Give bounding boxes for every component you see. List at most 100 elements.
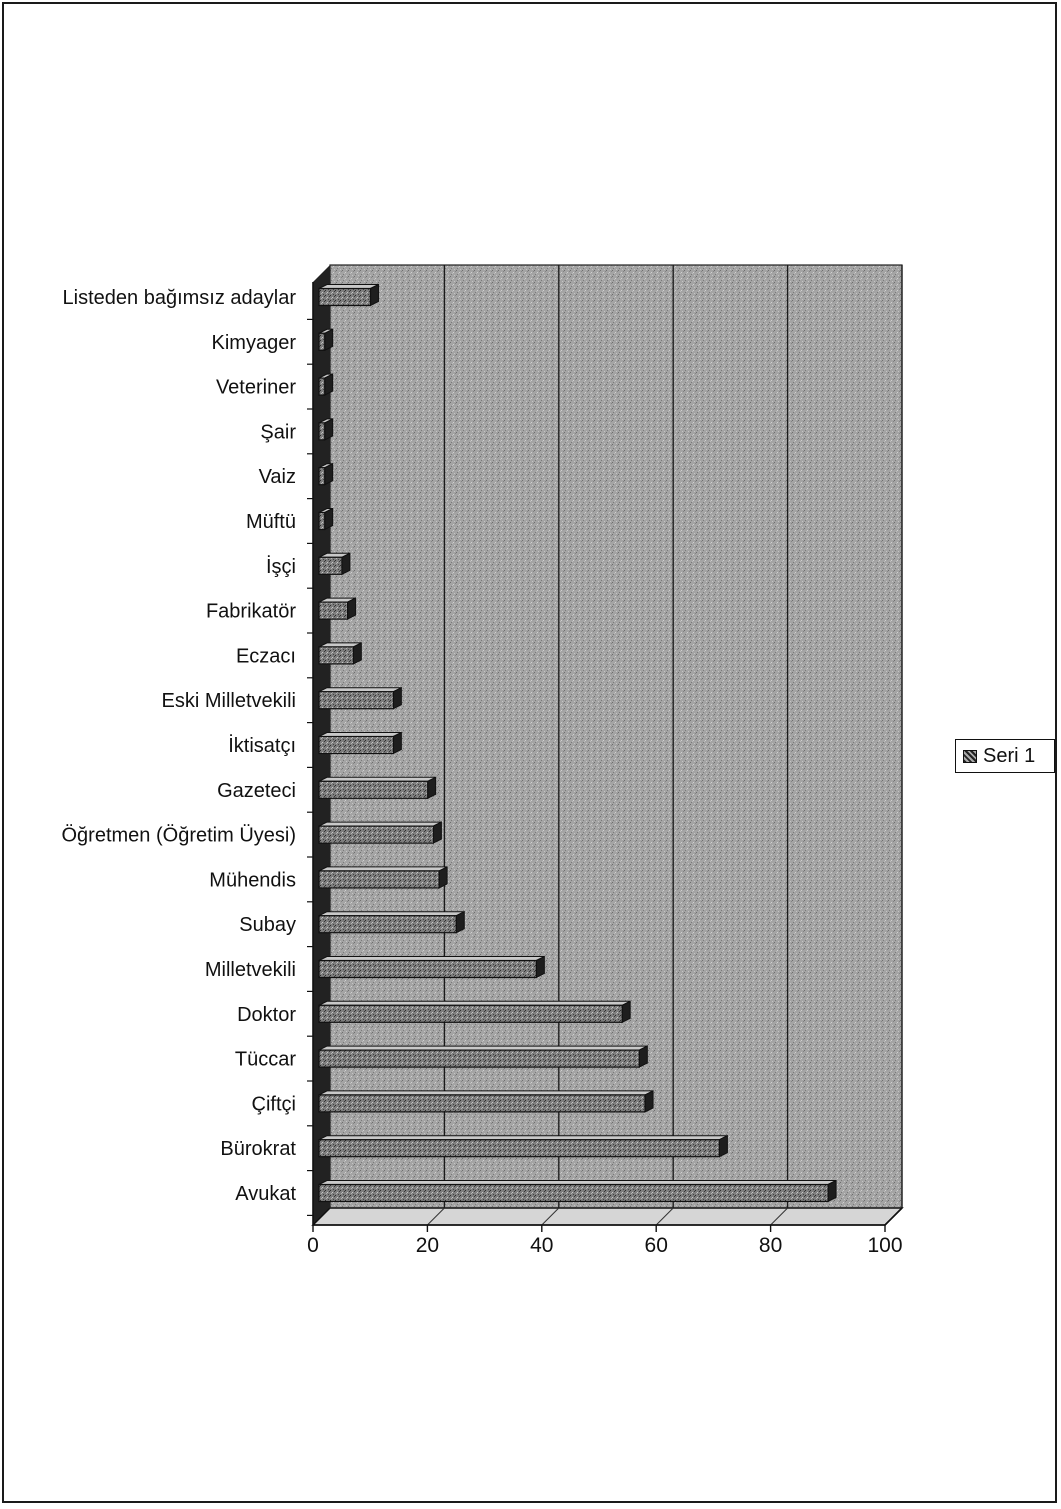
category-labels: Avukat Bürokrat Çiftçi Tüccar Doktor Milletve… [62,287,297,1205]
legend-label: Seri 1 [983,744,1036,767]
legend: Seri 1 [955,739,1055,773]
bar-front [318,691,394,710]
category-label: Gazeteci [217,780,296,802]
category-label: Tüccar [235,1049,296,1071]
x-axis-end [884,1207,903,1226]
gridline-floor [770,1207,788,1226]
bar-end [324,373,334,396]
bar [318,552,351,576]
category-label: Subay [239,914,296,936]
category-label: Çiftçi [252,1093,296,1115]
category-label: Eski Milletvekili [162,690,296,712]
category-label: Eczacı [236,645,296,667]
bar-front [318,467,326,486]
floor [311,1207,904,1226]
x-tick-label: 100 [867,1234,902,1257]
bar-end [535,955,545,979]
bar-front [318,870,440,889]
category-label: Listeden bağımsız adaylar [63,287,297,309]
bar-end [392,686,402,710]
bar-front [318,915,457,934]
bar-end [341,552,351,576]
bar-end [438,866,448,889]
x-tick-label: 20 [416,1234,439,1257]
bar-end [427,776,437,800]
bar-front [318,1094,646,1113]
bar-front [318,1183,829,1203]
bar-front [318,780,429,799]
bar [318,1134,728,1158]
category-label: Bürokrat [220,1138,296,1160]
bar [318,328,334,352]
gridline-floor [541,1207,560,1226]
bar [318,642,362,665]
bar [318,731,402,755]
bar-end [324,328,334,352]
bars [318,283,837,1203]
bar [318,597,357,620]
category-label: İktisatçı [228,734,296,757]
bar [318,776,437,800]
category-label: Müftü [246,511,296,533]
x-tick-labels: 0 20 40 60 80 100 [307,1234,902,1257]
bar-end [324,462,334,486]
bar [318,821,442,844]
bar-end [324,507,334,531]
category-label: Şair [260,421,296,443]
bar [318,1179,837,1203]
bar-front [318,1004,623,1023]
category-label: Doktor [237,1004,296,1026]
bar-front [318,511,326,531]
category-label: Mühendis [209,869,296,891]
bar-end [347,597,357,620]
bar [318,1000,631,1024]
bar [318,1045,648,1068]
bar [318,686,402,710]
bar [318,866,448,889]
bar-end [455,910,465,934]
bar-end [392,731,402,755]
bar-end [324,418,334,441]
bar-end [718,1134,728,1158]
bar-front [318,825,435,844]
bar [318,910,465,934]
bar-end [369,283,379,307]
bar [318,1090,654,1113]
bar-front [318,332,326,351]
bar-front [318,1139,720,1158]
axes [307,282,903,1232]
bar-front [318,377,326,396]
bar-front [318,959,537,979]
x-tick-label: 80 [759,1234,782,1257]
bar-front [318,601,349,620]
bar-end [638,1045,648,1068]
category-label: Veteriner [216,377,296,399]
bar-end [621,1000,631,1024]
bar-front [318,646,354,665]
gridline-floor [655,1207,674,1226]
bar [318,507,334,531]
x-tick-label: 0 [307,1234,319,1257]
bar [318,283,379,307]
bar-front [318,422,326,441]
category-label: İşçi [266,555,296,578]
category-label: Kimyager [212,332,297,354]
category-label: Milletvekili [205,959,296,981]
category-label: Fabrikatör [206,601,296,623]
bar-end [644,1090,654,1113]
bar [318,418,334,441]
x-tick-label: 40 [530,1234,553,1257]
bar-top [318,284,379,289]
x-tick-label: 60 [645,1234,668,1257]
bar [318,373,334,396]
bar-end [432,821,442,844]
bar-front [318,287,372,307]
category-label: Avukat [235,1183,296,1205]
category-label: Vaiz [259,466,296,488]
gridline-floor [427,1207,445,1226]
bar-front [318,1049,640,1068]
bar-end [352,642,362,665]
bar-front [318,556,343,575]
